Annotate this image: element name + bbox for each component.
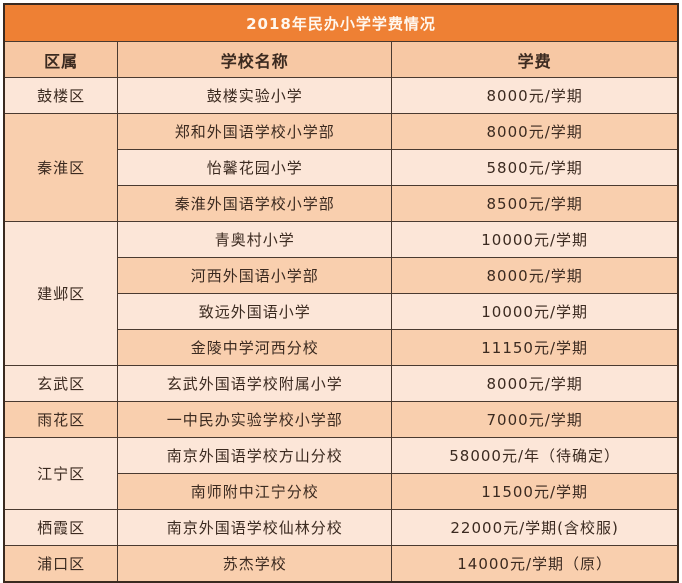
school-cell: 南京外国语学校方山分校 xyxy=(117,437,393,474)
school-cell: 郑和外国语学校小学部 xyxy=(117,113,393,150)
table-row: 玄武区 玄武外国语学校附属小学 8000元/学期 xyxy=(3,365,679,402)
school-cell: 河西外国语小学部 xyxy=(117,257,393,294)
fee-cell: 7000元/学期 xyxy=(391,401,679,438)
fee-cell: 8500元/学期 xyxy=(391,185,679,222)
table-row: 栖霞区 南京外国语学校仙林分校 22000元/学期(含校服) xyxy=(3,509,679,546)
fee-cell: 8000元/学期 xyxy=(391,257,679,294)
fee-cell: 11150元/学期 xyxy=(391,329,679,366)
school-cell: 南京外国语学校仙林分校 xyxy=(117,509,393,546)
table-row: 建邺区 青奥村小学 10000元/学期 xyxy=(3,221,679,366)
fee-cell: 8000元/学期 xyxy=(391,365,679,402)
fee-cell: 11500元/学期 xyxy=(391,473,679,510)
header-fee: 学费 xyxy=(391,41,679,78)
header-school: 学校名称 xyxy=(117,41,393,78)
school-cell: 青奥村小学 xyxy=(117,221,393,258)
school-cell: 怡馨花园小学 xyxy=(117,149,393,186)
table-row: 秦淮区 郑和外国语学校小学部 8000元/学期 xyxy=(3,113,679,222)
district-cell: 秦淮区 xyxy=(3,113,119,222)
table-row: 怡馨花园小学 5800元/学期 xyxy=(4,149,679,186)
district-cell: 建邺区 xyxy=(3,221,119,366)
school-cell: 秦淮外国语学校小学部 xyxy=(117,185,393,222)
school-cell: 南师附中江宁分校 xyxy=(117,473,393,510)
fee-cell: 5800元/学期 xyxy=(391,149,679,186)
table-row: 鼓楼区 鼓楼实验小学 8000元/学期 xyxy=(3,77,679,114)
table-title: 2018年民办小学学费情况 xyxy=(3,3,679,42)
table-row: 金陵中学河西分校 11150元/学期 xyxy=(4,329,679,366)
fee-cell: 10000元/学期 xyxy=(391,293,679,330)
fee-cell: 22000元/学期(含校服) xyxy=(391,509,679,546)
fee-cell: 8000元/学期 xyxy=(391,77,679,114)
tuition-table: 2018年民办小学学费情况 区属 学校名称 学费 鼓楼区 鼓楼实验小学 8000元/… xyxy=(3,3,679,583)
school-cell: 金陵中学河西分校 xyxy=(117,329,393,366)
district-cell: 玄武区 xyxy=(3,365,119,402)
table-row: 致远外国语小学 10000元/学期 xyxy=(4,293,679,330)
district-cell: 鼓楼区 xyxy=(3,77,119,114)
school-cell: 苏杰学校 xyxy=(117,545,393,583)
table-row: 秦淮外国语学校小学部 8500元/学期 xyxy=(4,185,679,222)
table-row: 雨花区 一中民办实验学校小学部 7000元/学期 xyxy=(3,401,679,438)
school-cell: 致远外国语小学 xyxy=(117,293,393,330)
district-cell: 江宁区 xyxy=(3,437,119,510)
district-cell: 雨花区 xyxy=(3,401,119,438)
table-row: 河西外国语小学部 8000元/学期 xyxy=(4,257,679,294)
district-cell: 栖霞区 xyxy=(3,509,119,546)
table-row: 浦口区 苏杰学校 14000元/学期（原） xyxy=(3,545,679,583)
school-cell: 一中民办实验学校小学部 xyxy=(117,401,393,438)
district-cell: 浦口区 xyxy=(3,545,119,583)
table-row: 南师附中江宁分校 11500元/学期 xyxy=(4,473,679,510)
fee-cell: 58000元/年（待确定） xyxy=(391,437,679,474)
table-row: 江宁区 南京外国语学校方山分校 58000元/年（待确定） xyxy=(3,437,679,510)
school-cell: 玄武外国语学校附属小学 xyxy=(117,365,393,402)
header-district: 区属 xyxy=(3,41,119,78)
school-cell: 鼓楼实验小学 xyxy=(117,77,393,114)
fee-cell: 14000元/学期（原） xyxy=(391,545,679,583)
fee-cell: 8000元/学期 xyxy=(391,113,679,150)
fee-cell: 10000元/学期 xyxy=(391,221,679,258)
